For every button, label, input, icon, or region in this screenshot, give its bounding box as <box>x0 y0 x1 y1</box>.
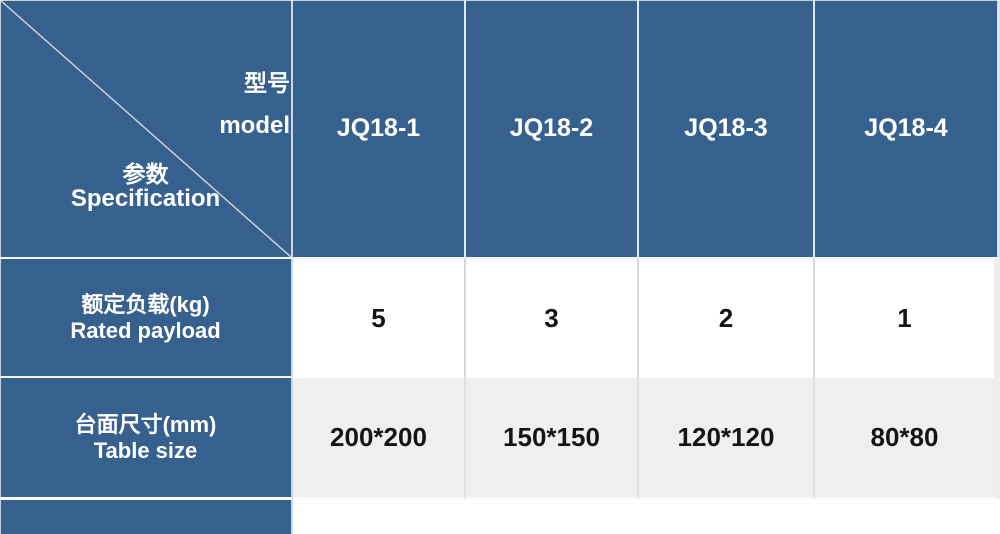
corner-model-label: 型号 model <box>219 71 290 138</box>
corner-spec-label-en: Specification <box>70 185 221 212</box>
corner-model-label-en: model <box>219 112 290 139</box>
corner-model-label-zh: 型号 <box>244 70 290 96</box>
partial-row-values-area <box>293 500 1000 534</box>
value-rated-payload-jq18-1: 5 <box>293 259 466 378</box>
row-label-rated-payload-zh: 额定负载(kg) <box>81 291 210 317</box>
diagonal-divider-line <box>0 0 291 257</box>
value-table-size-jq18-2: 150*150 <box>466 378 639 500</box>
value-table-size-jq18-1: 200*200 <box>293 378 466 500</box>
value-rated-payload-jq18-2: 3 <box>466 259 639 378</box>
row-label-table-size-zh: 台面尺寸(mm) <box>74 411 217 437</box>
row-label-rated-payload: 额定负载(kg) Rated payload <box>0 259 293 378</box>
row-label-table-size-en: Table size <box>93 437 198 463</box>
column-header-jq18-3: JQ18-3 <box>639 0 815 259</box>
column-header-jq18-1: JQ18-1 <box>293 0 466 259</box>
column-header-jq18-4: JQ18-4 <box>815 0 1000 259</box>
row-label-table-size: 台面尺寸(mm) Table size <box>0 378 293 500</box>
corner-spec-label-zh: 参数 <box>122 161 169 187</box>
value-table-size-jq18-4: 80*80 <box>815 378 1000 500</box>
corner-header-cell: 型号 model 参数 Specification <box>0 0 293 259</box>
corner-spec-label: 参数 Specification <box>0 162 291 211</box>
row-label-partial <box>0 500 293 534</box>
value-table-size-jq18-3: 120*120 <box>639 378 815 500</box>
row-label-rated-payload-en: Rated payload <box>70 317 221 343</box>
value-rated-payload-jq18-4: 1 <box>815 259 1000 378</box>
column-header-jq18-2: JQ18-2 <box>466 0 639 259</box>
value-rated-payload-jq18-3: 2 <box>639 259 815 378</box>
